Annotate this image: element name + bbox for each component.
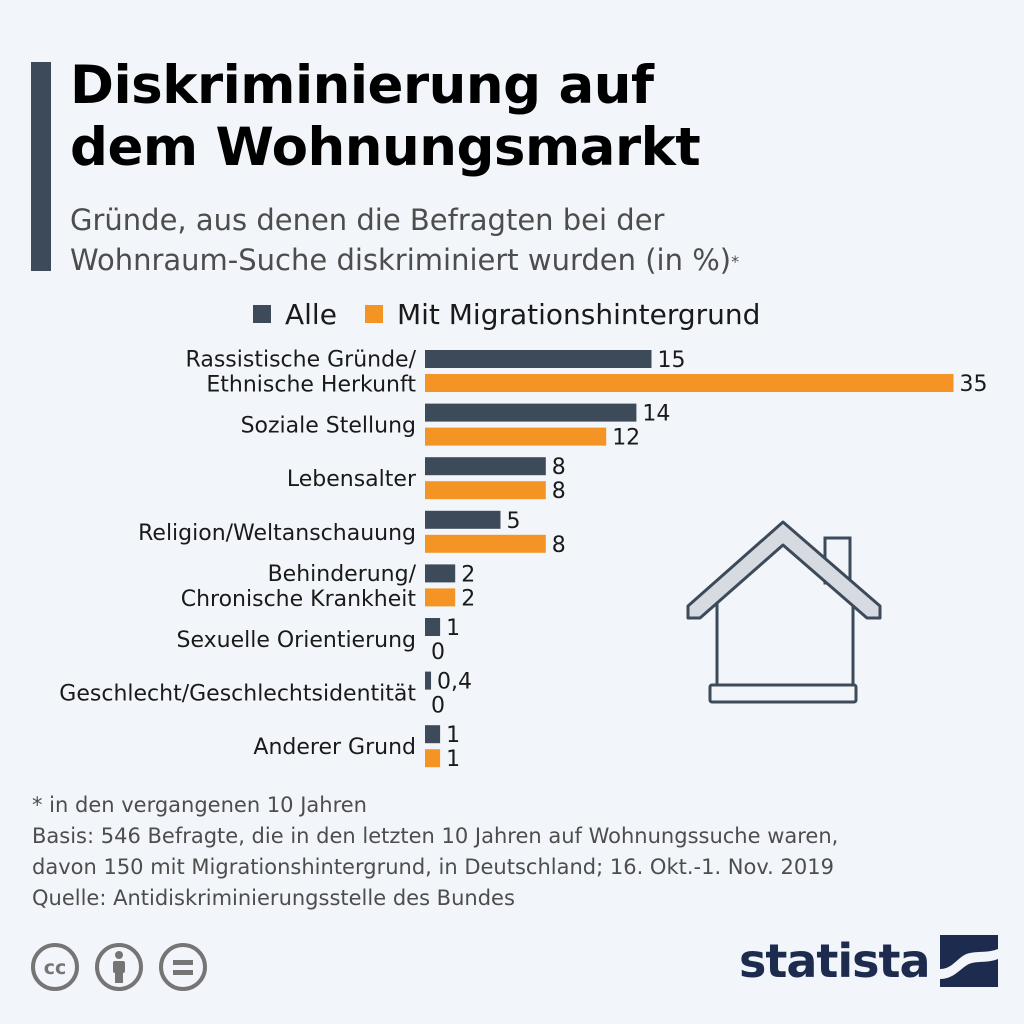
data-label: 0,4 xyxy=(437,670,472,695)
data-label: 1 xyxy=(446,616,460,641)
statista-logo[interactable]: statista xyxy=(739,934,998,988)
subtitle-line-1: Gründe, aus denen die Befragten bei der xyxy=(70,203,665,237)
bar-migration xyxy=(425,588,456,607)
bar-migration xyxy=(425,374,954,392)
title-accent-bar xyxy=(31,62,51,271)
category-label: Chronische Krankheit xyxy=(181,587,417,612)
footnote-line-2: Basis: 546 Befragte, die in den letzten … xyxy=(32,824,839,848)
legend-swatch-migration xyxy=(364,305,383,323)
cc-icon[interactable]: cc xyxy=(30,942,80,992)
data-label: 5 xyxy=(507,509,521,534)
category-label: Ethnische Herkunft xyxy=(206,373,416,398)
data-label: 2 xyxy=(461,586,475,611)
logo-text: statista xyxy=(739,934,931,988)
data-label: 8 xyxy=(552,533,566,558)
category-label: Rassistische Gründe/ xyxy=(186,348,417,373)
category-label: Religion/Weltanschauung xyxy=(138,521,416,546)
bar-alle xyxy=(425,671,432,690)
chart-legend: Alle Mit Migrationshintergrund xyxy=(253,297,788,331)
bar-alle xyxy=(425,618,441,636)
data-label: 1 xyxy=(446,723,460,748)
category-label: Soziale Stellung xyxy=(241,414,416,439)
bar-alle xyxy=(425,403,637,422)
bar-alle xyxy=(425,350,652,368)
footnote-line-4: Quelle: Antidiskriminierungsstelle des B… xyxy=(32,886,515,910)
subtitle-footnote-marker: * xyxy=(731,252,740,271)
bar-alle xyxy=(425,457,546,476)
subtitle-line-2: Wohnraum-Suche diskriminiert wurden (in … xyxy=(70,243,740,277)
bar-migration xyxy=(425,481,546,500)
bar-chart: Rassistische Gründe/Ethnische Herkunft15… xyxy=(59,348,988,773)
legend-swatch-alle xyxy=(253,305,271,323)
data-label: 8 xyxy=(552,455,566,480)
category-label: Anderer Grund xyxy=(253,735,416,760)
license-icons: cc xyxy=(30,942,222,992)
category-label: Sexuelle Orientierung xyxy=(177,628,417,653)
house-icon xyxy=(686,520,882,704)
legend-item-migration: Mit Migrationshintergrund xyxy=(364,297,761,331)
data-label: 15 xyxy=(658,348,686,373)
title-line-1: Diskriminierung auf xyxy=(70,55,654,116)
footnote-line-1: * in den vergangenen 10 Jahren xyxy=(32,793,367,817)
title-line-2: dem Wohnungsmarkt xyxy=(70,117,701,178)
category-label: Lebensalter xyxy=(287,467,417,492)
legend-item-alle: Alle xyxy=(253,298,337,331)
legend-label-migration: Mit Migrationshintergrund xyxy=(396,297,761,331)
data-label: 1 xyxy=(446,747,460,772)
data-label: 35 xyxy=(960,372,988,397)
data-label: 14 xyxy=(642,402,670,427)
data-label: 8 xyxy=(552,479,566,504)
footnote: * in den vergangenen 10 Jahren Basis: 54… xyxy=(32,790,838,914)
data-label: 12 xyxy=(612,426,640,451)
bar-alle xyxy=(425,725,441,744)
chart-title: Diskriminierung auf dem Wohnungsmarkt xyxy=(70,55,701,179)
bar-migration xyxy=(425,749,441,768)
statista-mark-icon xyxy=(939,935,998,987)
chart-subtitle: Gründe, aus denen die Befragten bei der … xyxy=(70,200,739,280)
data-label: 0 xyxy=(431,694,445,719)
bar-migration xyxy=(425,427,607,446)
data-label: 0 xyxy=(431,640,445,665)
bar-alle xyxy=(425,510,501,529)
footnote-line-3: davon 150 mit Migrationshintergrund, in … xyxy=(32,855,834,879)
legend-label-alle: Alle xyxy=(285,297,337,331)
by-person-icon[interactable] xyxy=(94,942,144,992)
bar-migration xyxy=(425,534,546,553)
cc-icon-text: cc xyxy=(44,957,67,979)
data-label: 2 xyxy=(461,562,475,587)
nd-equals-icon[interactable] xyxy=(158,942,208,992)
bar-alle xyxy=(425,564,456,583)
category-label: Geschlecht/Geschlechtsidentität xyxy=(59,682,416,707)
category-label: Behinderung/ xyxy=(268,562,417,587)
